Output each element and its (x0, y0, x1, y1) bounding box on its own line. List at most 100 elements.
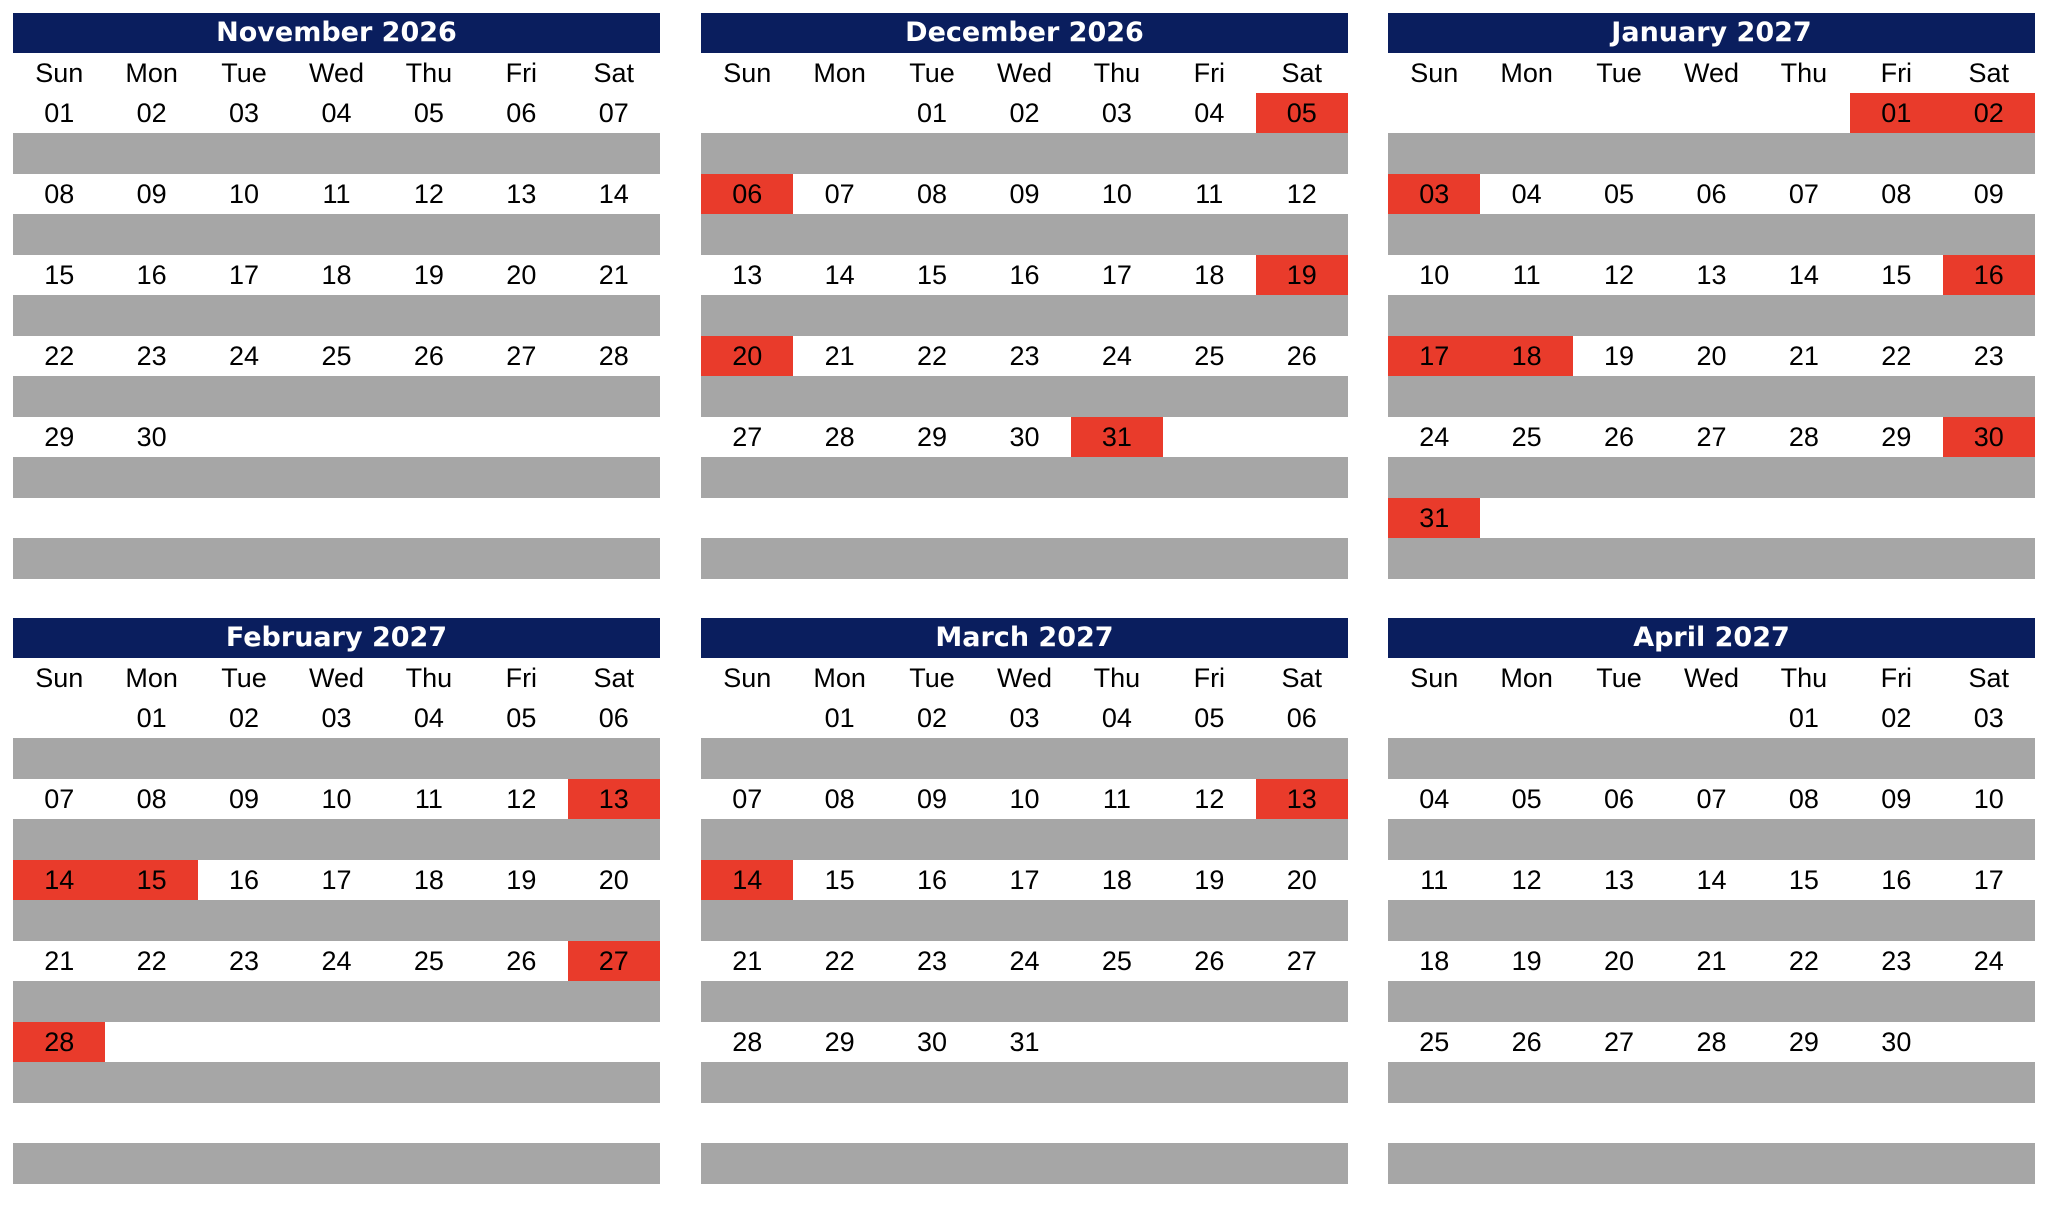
day-cell: 05 (413, 98, 444, 128)
week-dates: 20 21 22 23 24 25 26 (701, 336, 1348, 376)
holiday-day-cell: 01 (1850, 93, 1943, 133)
holiday-day-cell: 18 (1480, 336, 1573, 376)
holiday-day-cell: 31 (1070, 417, 1164, 457)
weekday-label: Tue (221, 663, 267, 693)
day-cell (1480, 498, 1572, 538)
weekday-label: Thu (1093, 58, 1141, 88)
day-cell: 04 (413, 703, 444, 733)
day-cell: 25 (1511, 422, 1542, 452)
day-cell: 14 (598, 179, 629, 209)
day-cell: 24 (321, 946, 352, 976)
day-cell: 11 (322, 179, 351, 209)
week-notes-stripe (701, 981, 1348, 1022)
week-dates: 03 04 05 06 07 08 09 (1388, 174, 2035, 214)
day-cell: 19 (413, 260, 444, 290)
day-cell (1480, 698, 1572, 738)
day-cell (978, 498, 1070, 538)
day-cell: 29 (1788, 1027, 1819, 1057)
day-cell: 13 (1696, 260, 1727, 290)
week-row: 21 22 23 24 25 26 27 (701, 941, 1348, 1022)
day-cell (1758, 1103, 1850, 1143)
day-cell: 14 (824, 260, 855, 290)
week-dates: 28 (13, 1022, 660, 1062)
day-cell (383, 417, 475, 457)
weekday-label: Mon (1500, 58, 1553, 88)
day-cell: 06 (1604, 784, 1635, 814)
week-dates: 01 02 03 04 05 06 07 (13, 93, 660, 133)
day-cell (568, 417, 660, 457)
day-cell (1943, 1103, 2035, 1143)
week-row: 01 02 (1388, 93, 2035, 174)
weekday-label: Sat (1968, 663, 2009, 693)
day-cell: 21 (824, 341, 855, 371)
week-dates: 17 18 19 20 21 22 23 (1388, 336, 2035, 376)
day-cell: 01 (917, 98, 948, 128)
day-cell: 22 (917, 341, 948, 371)
day-cell (1388, 93, 1480, 133)
weekday-header-row: Sun Mon Tue Wed Thu Fri Sat (13, 658, 660, 698)
day-cell: 12 (506, 784, 537, 814)
day-cell (701, 698, 793, 738)
weekday-label: Fri (1880, 663, 1913, 693)
day-cell (1573, 1103, 1665, 1143)
holiday-day-cell: 13 (1255, 779, 1348, 819)
day-cell: 02 (1881, 703, 1912, 733)
day-cell (1071, 1103, 1163, 1143)
day-cell (1163, 417, 1255, 457)
month-panel: December 2026 Sun Mon Tue Wed Thu Fri Sat 01 02 03… (701, 13, 1348, 579)
week-dates: 21 22 23 24 25 26 27 (13, 941, 660, 981)
week-notes-stripe (1388, 295, 2035, 336)
day-cell: 11 (1195, 179, 1224, 209)
week-dates: 25 26 27 28 29 30 (1388, 1022, 2035, 1062)
day-cell (475, 498, 567, 538)
day-cell (701, 1103, 793, 1143)
day-cell: 25 (1194, 341, 1225, 371)
weekday-label: Wed (1683, 58, 1739, 88)
holiday-day-cell: 27 (567, 941, 660, 981)
week-notes-stripe (1388, 1062, 2035, 1103)
week-row: 31 (1388, 498, 2035, 579)
day-cell: 06 (506, 98, 537, 128)
day-cell: 28 (1696, 1027, 1727, 1057)
day-cell (1256, 498, 1348, 538)
week-dates: 14 15 16 17 18 19 20 (701, 860, 1348, 900)
week-dates: 08 09 10 11 12 13 14 (13, 174, 660, 214)
day-cell (475, 1022, 567, 1062)
week-row: 24 25 26 27 28 29 30 (1388, 417, 2035, 498)
day-cell: 03 (1009, 703, 1040, 733)
week-notes-stripe (1388, 376, 2035, 417)
weekday-label: Sun (35, 663, 84, 693)
day-cell: 24 (229, 341, 260, 371)
week-row: 18 19 20 21 22 23 24 (1388, 941, 2035, 1022)
week-row: 20 21 22 23 24 25 26 (701, 336, 1348, 417)
day-cell: 07 (732, 784, 763, 814)
day-cell (290, 1022, 382, 1062)
weekday-label: Fri (505, 663, 538, 693)
week-dates (1388, 1103, 2035, 1143)
day-cell: 16 (1009, 260, 1040, 290)
weekday-label: Tue (1596, 663, 1642, 693)
week-row: 15 16 17 18 19 20 21 (13, 255, 660, 336)
day-cell: 15 (1788, 865, 1819, 895)
day-cell: 28 (824, 422, 855, 452)
weekday-label: Wed (996, 663, 1052, 693)
week-row: 07 08 09 10 11 12 13 (13, 779, 660, 860)
week-row: 22 23 24 25 26 27 28 (13, 336, 660, 417)
week-row (1388, 1103, 2035, 1184)
week-dates: 01 02 03 04 05 06 (13, 698, 660, 738)
day-cell: 11 (1512, 260, 1541, 290)
week-dates: 07 08 09 10 11 12 13 (701, 779, 1348, 819)
day-cell (198, 417, 290, 457)
day-cell (1256, 417, 1348, 457)
weekday-label: Mon (1500, 663, 1553, 693)
day-cell: 20 (1286, 865, 1317, 895)
day-cell: 04 (1194, 98, 1225, 128)
day-cell: 16 (136, 260, 167, 290)
week-dates: 22 23 24 25 26 27 28 (13, 336, 660, 376)
day-cell: 27 (1286, 946, 1317, 976)
week-row: 01 02 03 (1388, 698, 2035, 779)
day-cell: 29 (44, 422, 75, 452)
holiday-day-cell: 05 (1255, 93, 1348, 133)
weekday-header-row: Sun Mon Tue Wed Thu Fri Sat (1388, 53, 2035, 93)
day-cell: 22 (824, 946, 855, 976)
